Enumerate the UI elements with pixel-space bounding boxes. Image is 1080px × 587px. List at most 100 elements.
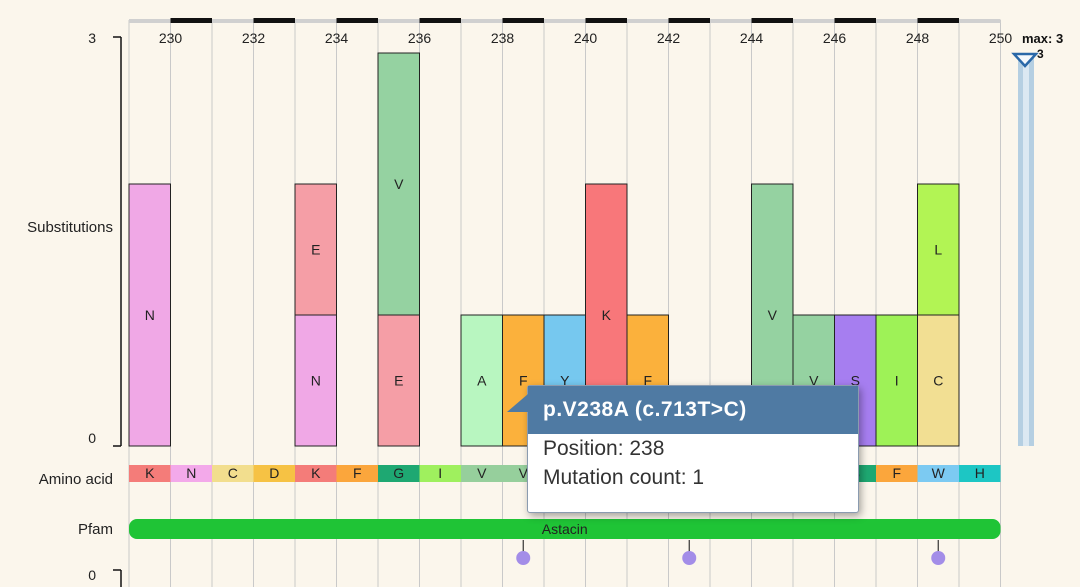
tooltip-position: Position: 238 bbox=[543, 437, 665, 460]
lollipop-head bbox=[516, 551, 531, 565]
max-slider[interactable] bbox=[1011, 52, 1039, 446]
scale-bar-segment bbox=[419, 18, 461, 23]
scale-bar-segment bbox=[336, 18, 378, 23]
amino-acid-cell bbox=[959, 465, 1001, 482]
scale-bar-segment bbox=[170, 18, 212, 23]
x-tick-label: 238 bbox=[491, 30, 515, 46]
slider-handle[interactable] bbox=[1011, 52, 1039, 68]
amino-acid-cell bbox=[336, 465, 378, 482]
amino-acid-letter: D bbox=[269, 465, 279, 481]
amino-acid-letter: C bbox=[228, 465, 238, 481]
amino-acid-cell bbox=[170, 465, 212, 482]
bar-label: N bbox=[311, 373, 321, 389]
position-scale-bar bbox=[129, 18, 1001, 23]
lollipop-track bbox=[516, 540, 946, 565]
x-tick-label: 242 bbox=[657, 30, 681, 46]
x-tick-label: 244 bbox=[740, 30, 764, 46]
x-tick-label: 236 bbox=[408, 30, 432, 46]
pfam-domain-bar bbox=[129, 519, 1001, 539]
tooltip-mutation-count: Mutation count: 1 bbox=[543, 466, 705, 489]
y-axis: 3 0 bbox=[88, 30, 122, 447]
max-value: 3 bbox=[1037, 47, 1044, 61]
amino-acid-cell bbox=[419, 465, 461, 482]
amino-acid-letter: G bbox=[393, 465, 404, 481]
amino-acid-cell bbox=[378, 465, 420, 482]
lollipop-head bbox=[682, 551, 697, 565]
x-tick-label: 248 bbox=[906, 30, 930, 46]
tooltip-pointer bbox=[507, 394, 528, 412]
position-ticks: 230 232 234 236 238 240 242 244 246 248 250 bbox=[159, 30, 1013, 46]
bar-segment bbox=[917, 183, 960, 316]
bar-segment bbox=[294, 183, 337, 316]
scale-bar-segment bbox=[502, 18, 544, 23]
amino-acid-letter: W bbox=[932, 465, 946, 481]
x-tick-label: 246 bbox=[823, 30, 847, 46]
bar-label: E bbox=[394, 373, 403, 389]
scale-bar-segment bbox=[585, 18, 627, 23]
amino-acid-cell bbox=[212, 465, 254, 482]
bar-label: S bbox=[851, 373, 860, 389]
scale-bar-segment bbox=[917, 18, 959, 23]
max-label: max: 3 bbox=[1022, 31, 1064, 46]
bar-label: F bbox=[643, 373, 652, 389]
bar-label: K bbox=[602, 307, 612, 323]
amino-acid-letter: F bbox=[892, 465, 901, 481]
amino-acid-cell bbox=[253, 465, 295, 482]
amino-acid-cell bbox=[295, 465, 337, 482]
bar-segment bbox=[294, 314, 337, 447]
x-tick-label: 232 bbox=[242, 30, 266, 46]
tooltip-title: p.V238A (c.713T>C) bbox=[528, 386, 858, 434]
scale-bar-segment bbox=[668, 18, 710, 23]
bar-label: C bbox=[933, 373, 943, 389]
y-tick-max: 3 bbox=[88, 30, 96, 46]
bar-segment bbox=[460, 314, 503, 447]
bar-label: V bbox=[809, 373, 819, 389]
bar-label: E bbox=[311, 242, 320, 258]
lollipop-head bbox=[931, 551, 946, 565]
pfam-track-label: Pfam bbox=[78, 521, 113, 538]
bar-segment bbox=[377, 314, 420, 447]
lower-axis: 0 bbox=[88, 567, 122, 587]
lower-axis-zero: 0 bbox=[88, 567, 96, 583]
bar-label: Y bbox=[560, 373, 570, 389]
bar-segment bbox=[917, 314, 960, 447]
slider-track-highlight bbox=[1023, 58, 1029, 446]
y-tick-zero: 0 bbox=[88, 430, 96, 446]
amino-acid-letter: F bbox=[353, 465, 362, 481]
amino-acid-letter: K bbox=[311, 465, 321, 481]
scale-bar-base bbox=[129, 19, 1001, 23]
x-tick-label: 234 bbox=[325, 30, 349, 46]
amino-acid-letter: K bbox=[145, 465, 155, 481]
x-tick-label: 240 bbox=[574, 30, 598, 46]
amino-acid-letter: I bbox=[438, 465, 442, 481]
pfam-track: Astacin bbox=[129, 519, 1001, 539]
bar-segment bbox=[377, 52, 420, 316]
amino-acid-letter: N bbox=[186, 465, 196, 481]
amino-acid-cell bbox=[129, 465, 171, 482]
y-axis-label: Substitutions bbox=[27, 219, 113, 236]
amino-acid-track-label: Amino acid bbox=[39, 471, 113, 488]
amino-acid-letter: V bbox=[477, 465, 487, 481]
bar-label: I bbox=[895, 373, 899, 389]
bar-label: A bbox=[477, 373, 487, 389]
amino-acid-track: KNCDKFGIVVSFWH bbox=[129, 465, 1001, 482]
x-tick-label: 250 bbox=[989, 30, 1013, 46]
scale-bar-segment bbox=[253, 18, 295, 23]
bar-label: N bbox=[145, 307, 155, 323]
amino-acid-cell bbox=[461, 465, 503, 482]
amino-acid-cell bbox=[876, 465, 918, 482]
scale-bar-segment bbox=[834, 18, 876, 23]
amino-acid-cell bbox=[917, 465, 959, 482]
mutation-tooltip: p.V238A (c.713T>C) Position: 238 Mutatio… bbox=[507, 385, 859, 513]
pfam-domain-name: Astacin bbox=[542, 521, 588, 537]
x-tick-label: 230 bbox=[159, 30, 183, 46]
bar-segment bbox=[128, 183, 171, 447]
bar-label: V bbox=[768, 307, 778, 323]
amino-acid-letter: V bbox=[519, 465, 529, 481]
bar-label: F bbox=[519, 373, 528, 389]
scale-bar-segment bbox=[751, 18, 793, 23]
bar-label: V bbox=[394, 176, 404, 192]
amino-acid-letter: H bbox=[975, 465, 985, 481]
bar-label: L bbox=[934, 242, 942, 258]
